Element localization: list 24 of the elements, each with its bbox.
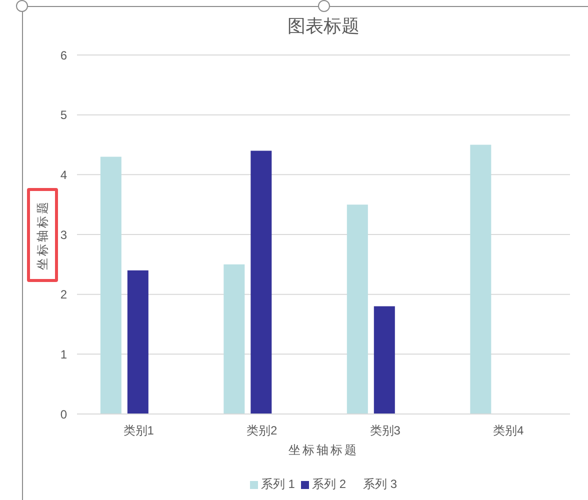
x-tick-label: 类别3 (370, 424, 401, 438)
x-tick-label: 类别1 (123, 424, 154, 438)
legend-label: 系列 1 (260, 476, 295, 493)
x-tick-label: 类别2 (246, 424, 278, 438)
y-tick-label: 1 (60, 347, 68, 362)
bar (224, 264, 245, 414)
y-tick-label: 0 (60, 407, 68, 422)
y-tick-label: 5 (60, 108, 68, 122)
bar (470, 144, 492, 414)
y-tick-label: 6 (60, 48, 68, 62)
bar (127, 270, 148, 414)
text: 系列 3 (363, 476, 398, 493)
bar (346, 204, 368, 414)
x-tick-label: 类别4 (493, 424, 524, 438)
bar (250, 150, 272, 414)
y-tick-label: 4 (60, 168, 68, 182)
bar (374, 306, 395, 414)
y-axis-title: 坐标轴标题 (34, 200, 50, 270)
legend-label: 系列 2 (312, 476, 346, 493)
chart-title: 图表标题 (286, 15, 360, 38)
y-tick-label: 2 (60, 288, 68, 302)
y-tick-label: 3 (60, 228, 68, 242)
x-axis-title: 坐标轴标题 (288, 442, 360, 459)
bar (100, 156, 122, 414)
